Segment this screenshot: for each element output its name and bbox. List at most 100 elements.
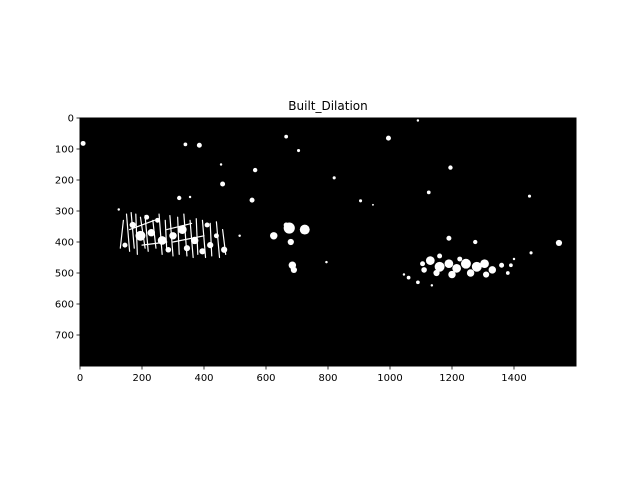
blob-30: [325, 260, 328, 264]
stroke-1: [130, 211, 135, 249]
y-tick-label-4: 400: [55, 238, 74, 249]
blob-64: [499, 262, 505, 268]
blob-31: [238, 234, 241, 238]
blob-21: [473, 239, 478, 245]
stroke-7: [164, 219, 168, 252]
blob-72: [430, 284, 434, 287]
stroke-17: [119, 219, 125, 249]
stroke-4: [144, 215, 149, 252]
stroke-18: [129, 219, 155, 231]
blob-1: [183, 142, 188, 147]
blob-32: [117, 208, 120, 211]
blob-48: [155, 217, 160, 223]
blob-42: [221, 246, 228, 253]
y-tick-label-5: 500: [55, 269, 74, 280]
stroke-9: [177, 216, 180, 255]
stroke-2: [135, 213, 138, 255]
blob-9: [332, 176, 336, 180]
x-tick-label-0: 0: [77, 373, 83, 384]
blob-10: [219, 163, 223, 166]
blob-18: [188, 195, 192, 199]
stroke-10: [183, 213, 188, 257]
blob-65: [509, 263, 513, 268]
blob-25: [299, 224, 310, 235]
blob-57: [488, 266, 497, 274]
blob-19: [555, 239, 563, 247]
stroke-19: [166, 222, 193, 231]
stroke-6: [158, 213, 163, 255]
blob-13: [372, 203, 374, 206]
blob-2: [196, 142, 202, 148]
stroke-13: [201, 219, 207, 259]
blob-73: [512, 257, 516, 261]
blob-70: [416, 280, 420, 285]
blob-56: [480, 259, 489, 269]
blob-4: [297, 149, 301, 153]
stroke-8: [169, 215, 174, 257]
blob-71: [402, 273, 406, 276]
x-axis: 0 200 400 600 800 1000 1200 1400: [77, 366, 527, 384]
stroke-15: [215, 221, 221, 259]
blob-53: [452, 264, 461, 273]
stroke-14: [209, 222, 213, 257]
blob-61: [433, 269, 440, 277]
stroke-layer: [119, 211, 227, 259]
blob-27: [283, 222, 289, 228]
blob-39: [199, 248, 206, 255]
chart-title: Built_Dilation: [288, 99, 367, 113]
blob-55: [471, 261, 482, 272]
stroke-3: [139, 216, 146, 249]
blob-63: [420, 261, 426, 267]
stroke-11: [189, 219, 194, 259]
blob-60: [448, 270, 456, 279]
blob-12: [359, 199, 363, 203]
x-tick-label-5: 1000: [377, 373, 402, 384]
blob-0: [80, 140, 86, 146]
blob-34: [147, 228, 156, 237]
plot-area: [79, 117, 577, 367]
blob-16: [249, 197, 255, 203]
blob-62: [421, 267, 427, 273]
blob-26: [287, 238, 294, 246]
blob-15: [527, 194, 532, 198]
image-background: [80, 118, 576, 366]
blob-6: [416, 119, 420, 122]
blob-69: [406, 275, 411, 280]
y-tick-label-7: 700: [55, 331, 74, 342]
blob-58: [483, 271, 490, 278]
x-tick-label-3: 600: [256, 373, 275, 384]
blob-14: [426, 190, 431, 195]
x-tick-label-4: 800: [318, 373, 337, 384]
y-tick-label-0: 0: [68, 114, 74, 125]
blob-59: [466, 269, 475, 277]
blob-22: [446, 235, 452, 241]
x-tick-label-1: 200: [132, 373, 151, 384]
blob-8: [252, 167, 258, 173]
x-tick-label-7: 1400: [501, 373, 526, 384]
y-tick-label-2: 200: [55, 176, 74, 187]
blob-52: [444, 259, 454, 269]
blob-7: [448, 165, 453, 170]
blob-20: [529, 251, 533, 255]
x-tick-label-2: 400: [194, 373, 213, 384]
blob-67: [437, 253, 443, 259]
blob-54: [460, 258, 471, 269]
stroke-20: [172, 235, 205, 243]
stroke-16: [222, 229, 227, 255]
blob-44: [122, 242, 128, 248]
stroke-12: [195, 218, 199, 255]
y-tick-label-6: 600: [55, 300, 74, 311]
blob-51: [434, 261, 445, 272]
blob-23: [270, 232, 278, 240]
blob-5: [385, 135, 391, 141]
blob-47: [204, 222, 210, 228]
x-tick-label-6: 1200: [439, 373, 464, 384]
blob-40: [207, 242, 214, 249]
blob-50: [425, 256, 435, 265]
blob-17: [177, 195, 182, 201]
blob-68: [457, 256, 463, 262]
y-axis: 0 100 200 300 400 500 600 700: [55, 114, 80, 342]
y-tick-label-1: 100: [55, 145, 74, 156]
blob-11: [220, 181, 226, 187]
